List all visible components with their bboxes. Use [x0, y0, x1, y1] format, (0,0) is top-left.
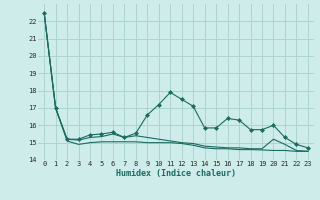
X-axis label: Humidex (Indice chaleur): Humidex (Indice chaleur) — [116, 169, 236, 178]
